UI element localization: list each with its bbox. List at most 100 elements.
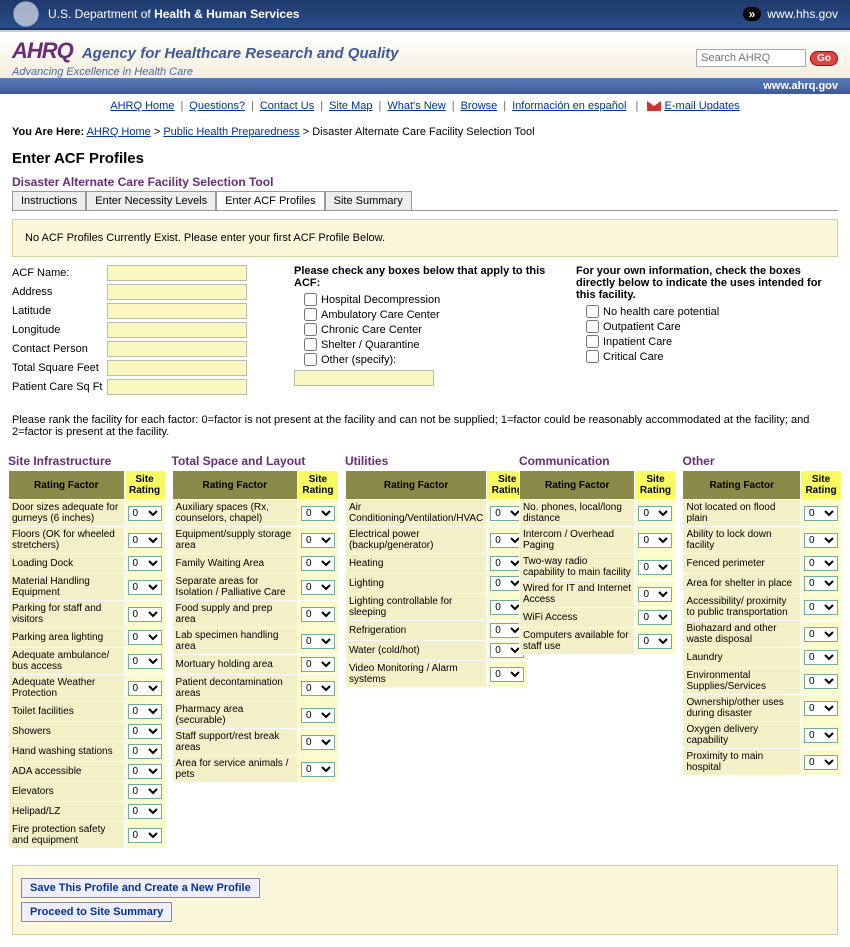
field-name[interactable] — [107, 265, 247, 281]
site-rating-select[interactable]: 012 — [128, 784, 162, 799]
field-contact[interactable] — [107, 341, 247, 357]
site-rating-select[interactable]: 012 — [804, 576, 838, 591]
arrow-icon: » — [743, 7, 762, 21]
site-rating-select[interactable]: 012 — [804, 674, 838, 689]
checkbox[interactable] — [304, 353, 317, 366]
site-rating-select[interactable]: 012 — [128, 828, 162, 843]
tab[interactable]: Enter ACF Profiles — [216, 191, 324, 210]
site-rating-select[interactable]: 012 — [804, 506, 838, 521]
site-rating-select[interactable]: 012 — [301, 533, 335, 548]
ahrq-subbar[interactable]: www.ahrq.gov — [0, 78, 850, 94]
site-rating-select[interactable]: 012 — [128, 764, 162, 779]
site-rating-select[interactable]: 012 — [638, 533, 672, 548]
site-rating-select[interactable]: 012 — [804, 556, 838, 571]
rating-factor-label: Separate areas for Isolation / Palliativ… — [172, 574, 297, 601]
nav-email-updates[interactable]: E-mail Updates — [665, 100, 740, 112]
site-rating-select[interactable]: 012 — [128, 724, 162, 739]
breadcrumb-php[interactable]: Public Health Preparedness — [163, 126, 299, 138]
tab[interactable]: Site Summary — [325, 191, 412, 210]
site-rating-select[interactable]: 012 — [301, 708, 335, 723]
site-rating-select[interactable]: 012 — [128, 744, 162, 759]
field-label: Longitude — [12, 324, 107, 336]
checkbox[interactable] — [304, 293, 317, 306]
site-rating-select[interactable]: 012 — [301, 657, 335, 672]
rating-factor-label: Elevators — [9, 782, 125, 802]
site-rating-select[interactable]: 012 — [804, 600, 838, 615]
field-sqft[interactable] — [107, 360, 247, 376]
site-rating-select[interactable]: 012 — [638, 560, 672, 575]
checkbox[interactable] — [304, 323, 317, 336]
col-utilities: UtilitiesRating FactorSite RatingAir Con… — [345, 454, 513, 688]
field-label: Total Square Feet — [12, 362, 107, 374]
field-address[interactable] — [107, 284, 247, 300]
site-rating-select[interactable]: 012 — [638, 634, 672, 649]
rating-factor-label: Parking for staff and visitors — [9, 601, 125, 628]
site-rating-select[interactable]: 012 — [301, 556, 335, 571]
checkbox-label: Chronic Care Center — [321, 324, 422, 336]
save-profile-button[interactable]: Save This Profile and Create a New Profi… — [21, 878, 260, 898]
field-lat[interactable] — [107, 303, 247, 319]
checkbox[interactable] — [586, 350, 599, 363]
checkbox[interactable] — [586, 320, 599, 333]
site-rating-select[interactable]: 012 — [128, 506, 162, 521]
site-rating-select[interactable]: 012 — [128, 607, 162, 622]
other-specify-input[interactable] — [294, 370, 434, 386]
checks-acf-title: Please check any boxes below that apply … — [294, 265, 556, 289]
site-rating-select[interactable]: 012 — [804, 627, 838, 642]
site-rating-select[interactable]: 012 — [128, 580, 162, 595]
site-rating-select[interactable]: 012 — [638, 587, 672, 602]
checkbox[interactable] — [586, 335, 599, 348]
checkbox[interactable] — [304, 308, 317, 321]
site-rating-select[interactable]: 012 — [804, 650, 838, 665]
site-rating-select[interactable]: 012 — [301, 681, 335, 696]
nav-link[interactable]: Información en español — [512, 100, 626, 112]
hhs-link[interactable]: www.hhs.gov — [767, 7, 838, 21]
field-pcsqft[interactable] — [107, 379, 247, 395]
site-rating-select[interactable]: 012 — [490, 667, 524, 682]
rating-factor-label: Accessibility/ proximity to public trans… — [683, 594, 801, 621]
field-lon[interactable] — [107, 322, 247, 338]
hhs-right[interactable]: » www.hhs.gov — [743, 7, 838, 21]
site-rating-select[interactable]: 012 — [804, 533, 838, 548]
th-site-rating: Site Rating — [801, 471, 842, 500]
tab[interactable]: Enter Necessity Levels — [86, 191, 216, 210]
nav-link[interactable]: Questions? — [189, 100, 245, 112]
site-rating-select[interactable]: 012 — [301, 762, 335, 777]
nav-link[interactable]: What's New — [387, 100, 445, 112]
nav-link[interactable]: Browse — [461, 100, 498, 112]
site-rating-select[interactable]: 012 — [301, 506, 335, 521]
site-rating-select[interactable]: 012 — [128, 654, 162, 669]
breadcrumb-home[interactable]: AHRQ Home — [87, 126, 151, 138]
site-rating-select[interactable]: 012 — [638, 610, 672, 625]
site-rating-select[interactable]: 012 — [301, 580, 335, 595]
site-rating-select[interactable]: 012 — [804, 701, 838, 716]
site-rating-select[interactable]: 012 — [128, 681, 162, 696]
site-rating-select[interactable]: 012 — [128, 533, 162, 548]
column-title: Communication — [519, 454, 677, 468]
tabs: InstructionsEnter Necessity LevelsEnter … — [0, 189, 850, 210]
proceed-summary-button[interactable]: Proceed to Site Summary — [21, 902, 172, 922]
site-rating-select[interactable]: 012 — [128, 804, 162, 819]
site-rating-select[interactable]: 012 — [301, 607, 335, 622]
col-space: Total Space and LayoutRating FactorSite … — [172, 454, 339, 783]
site-rating-select[interactable]: 012 — [301, 735, 335, 750]
checkbox-label: Hospital Decompression — [321, 294, 440, 306]
tab[interactable]: Instructions — [12, 191, 86, 210]
rating-factor-label: Lab specimen handling area — [172, 628, 297, 655]
nav-link[interactable]: Contact Us — [260, 100, 314, 112]
go-button[interactable]: Go — [810, 51, 838, 66]
site-rating-select[interactable]: 012 — [301, 634, 335, 649]
site-rating-select[interactable]: 012 — [128, 704, 162, 719]
site-rating-select[interactable]: 012 — [638, 506, 672, 521]
rating-factor-label: Not located on flood plain — [683, 500, 801, 527]
search-input[interactable] — [696, 49, 806, 67]
checkbox[interactable] — [586, 305, 599, 318]
site-rating-select[interactable]: 012 — [804, 728, 838, 743]
nav-link[interactable]: AHRQ Home — [110, 100, 174, 112]
site-rating-select[interactable]: 012 — [128, 630, 162, 645]
checkbox[interactable] — [304, 338, 317, 351]
site-rating-select[interactable]: 012 — [128, 556, 162, 571]
search-box: Go — [696, 49, 838, 67]
site-rating-select[interactable]: 012 — [804, 755, 838, 770]
nav-link[interactable]: Site Map — [329, 100, 372, 112]
